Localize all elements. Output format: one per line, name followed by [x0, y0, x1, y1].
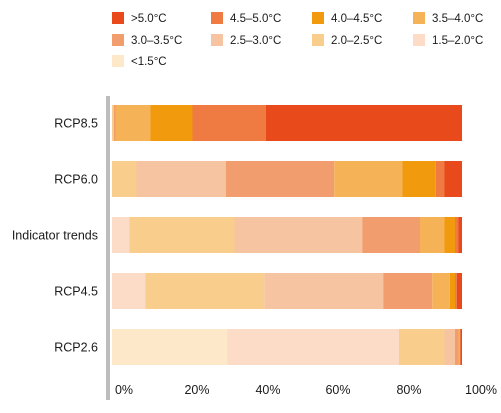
x-tick-20-pct: 20%: [184, 383, 209, 397]
x-tick-80-pct: 80%: [396, 383, 421, 397]
bar-rp4-5-3-5-4-0: [432, 273, 450, 309]
bar-rp8-5-3-5-4-0: [115, 105, 151, 141]
bar-rp2-6-2-5-3-0: [444, 329, 455, 365]
bar-indicator-trends-2-0-2-5: [129, 217, 235, 253]
x-tick-100-pct: 100%: [465, 383, 497, 397]
legend-3-5-4-0-swatch: [413, 12, 425, 24]
category-label-rp2-6: RCP2.6: [54, 341, 98, 355]
legend-3-0-3-5-swatch: [112, 34, 124, 46]
legend-lt-1-5-swatch: [112, 55, 124, 67]
legend-lt-1-5-label: <1.5°C: [131, 56, 167, 68]
bar-rp6-0-3-5-4-0: [334, 161, 403, 197]
category-label-rp4-5: RCP4.5: [54, 285, 98, 299]
category-label-rp8-5: RCP8.5: [54, 117, 98, 131]
bar-rp2-6-2-0-2-5: [399, 329, 445, 365]
x-tick-0-pct: 0%: [115, 383, 133, 397]
legend-4-0-4-5-label: 4.0–4.5°C: [331, 13, 382, 25]
bar-rp4-5-gt-5-0: [456, 273, 462, 309]
legend-gt-5-0-swatch: [112, 12, 124, 24]
bar-indicator-trends-3-0-3-5: [362, 217, 420, 253]
bar-rp6-0-2-5-3-0: [136, 161, 226, 197]
bar-rp6-0-3-0-3-5: [225, 161, 335, 197]
bar-rp6-0-gt-5-0: [444, 161, 462, 197]
bar-rp2-6-1-5-2-0: [227, 329, 399, 365]
category-label-rp6-0: RCP6.0: [54, 173, 98, 187]
bar-rp2-6-3-5-4-0: [458, 329, 461, 365]
bar-rp6-0-4-5-5-0: [435, 161, 445, 197]
bar-rp8-5-4-5-5-0: [192, 105, 266, 141]
legend: >5.0°C 4.5–5.0°C 4.0–4.5°C 3.5–4.0°C 3.0–3.5…: [112, 12, 483, 68]
bars: [112, 105, 462, 365]
legend-2-0-2-5-label: 2.0–2.5°C: [331, 35, 382, 47]
bar-rp8-5-3-0-3-5: [113, 105, 116, 141]
bar-rp6-0-4-0-4-5: [402, 161, 436, 197]
legend-1-5-2-0-label: 1.5–2.0°C: [432, 35, 483, 47]
y-axis-line: [106, 96, 110, 400]
category-label-indicator-trends: Indicator trends: [12, 229, 98, 243]
bar-rp4-5-2-0-2-5: [145, 273, 265, 309]
bar-rp8-5-gt-5-0: [266, 105, 462, 141]
bar-rp2-6-3-0-3-5: [455, 329, 459, 365]
bar-rp4-5-2-5-3-0: [264, 273, 384, 309]
legend-4-5-5-0-swatch: [211, 12, 223, 24]
bar-indicator-trends-1-5-2-0: [112, 217, 130, 253]
bar-indicator-trends-4-0-4-5: [444, 217, 455, 253]
bar-rp4-5-4-5-5-0: [455, 273, 457, 309]
bar-rp2-6-gt-5-0: [460, 329, 462, 365]
bar-rp2-6-lt-1-5: [112, 329, 228, 365]
legend-2-5-3-0-label: 2.5–3.0°C: [230, 35, 281, 47]
bar-rp4-5-4-0-4-5: [449, 273, 455, 309]
bar-rp6-0-2-0-2-5: [112, 161, 137, 197]
bar-indicator-trends-gt-5-0: [458, 217, 462, 253]
bar-rp4-5-1-5-2-0: [112, 273, 146, 309]
bar-indicator-trends-2-5-3-0: [234, 217, 363, 253]
x-axis-ticks: 0% 20% 40% 60% 80% 100%: [115, 383, 497, 397]
x-tick-40-pct: 40%: [255, 383, 280, 397]
legend-2-0-2-5-swatch: [312, 34, 324, 46]
legend-4-5-5-0-label: 4.5–5.0°C: [230, 13, 281, 25]
legend-2-5-3-0-swatch: [211, 34, 223, 46]
category-labels: RCP8.5 RCP6.0 Indicator trends RCP4.5 RCP2.6: [12, 117, 98, 355]
x-tick-60-pct: 60%: [325, 383, 350, 397]
legend-4-0-4-5-swatch: [312, 12, 324, 24]
legend-1-5-2-0-swatch: [413, 34, 425, 46]
legend-3-0-3-5-label: 3.0–3.5°C: [131, 35, 182, 47]
bar-rp8-5-2-0-2-5: [112, 105, 114, 141]
bar-indicator-trends-4-5-5-0: [455, 217, 459, 253]
legend-3-5-4-0-label: 3.5–4.0°C: [432, 13, 483, 25]
bar-rp8-5-4-0-4-5: [150, 105, 193, 141]
legend-gt-5-0-label: >5.0°C: [131, 13, 167, 25]
bar-rp4-5-3-0-3-5: [383, 273, 433, 309]
bar-indicator-trends-3-5-4-0: [420, 217, 445, 253]
